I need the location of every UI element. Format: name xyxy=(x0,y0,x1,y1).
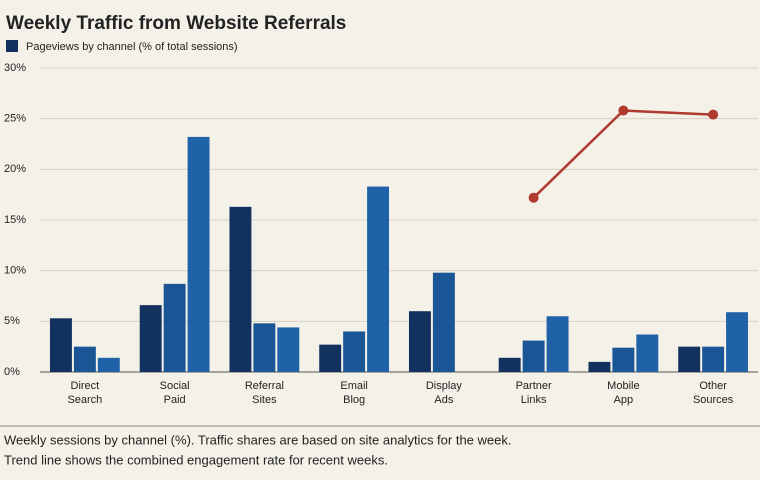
footnote: Trend line shows the combined engagement… xyxy=(4,452,388,467)
bar xyxy=(546,316,569,372)
bar xyxy=(702,346,725,372)
x-tick-label: Social xyxy=(160,380,190,392)
x-tick-label: Display xyxy=(426,380,463,392)
x-tick-label: Ads xyxy=(434,394,453,406)
y-tick-label: 10% xyxy=(4,265,26,277)
legend-swatch xyxy=(6,40,18,52)
bar xyxy=(73,346,96,372)
x-tick-label: Referral xyxy=(245,380,284,392)
bar xyxy=(343,331,366,372)
trend-point xyxy=(528,192,539,203)
bar xyxy=(498,357,521,372)
bar xyxy=(319,344,342,372)
bar xyxy=(229,206,252,372)
x-tick-label: Email xyxy=(340,380,368,392)
bar xyxy=(163,283,186,372)
x-tick-label: Mobile xyxy=(607,380,639,392)
bar xyxy=(367,186,390,372)
bar xyxy=(139,305,162,372)
x-tick-label: Sites xyxy=(252,394,277,406)
x-tick-label: Other xyxy=(699,380,727,392)
y-tick-label: 30% xyxy=(4,62,26,74)
x-tick-label: Search xyxy=(67,394,102,406)
bar xyxy=(612,347,635,372)
x-tick-label: Paid xyxy=(164,394,186,406)
x-tick-label: Blog xyxy=(343,394,365,406)
bar xyxy=(253,323,276,372)
bar xyxy=(522,340,545,372)
x-tick-label: Direct xyxy=(71,380,100,392)
bar xyxy=(49,318,72,372)
bar xyxy=(678,346,701,372)
bar xyxy=(588,361,611,372)
bar xyxy=(408,311,431,372)
bar xyxy=(726,312,749,372)
footnote: Weekly sessions by channel (%). Traffic … xyxy=(4,432,511,447)
y-tick-label: 15% xyxy=(4,214,26,226)
y-tick-label: 5% xyxy=(4,315,20,327)
x-tick-label: Sources xyxy=(693,394,734,406)
y-tick-label: 25% xyxy=(4,113,26,125)
legend-label: Pageviews by channel (% of total session… xyxy=(26,41,238,53)
trend-point xyxy=(708,109,719,120)
chart-title: Weekly Traffic from Website Referrals xyxy=(6,13,346,34)
bar xyxy=(277,327,300,372)
bar xyxy=(432,272,455,372)
x-tick-label: Partner xyxy=(516,380,552,392)
bar xyxy=(187,136,210,372)
y-tick-label: 20% xyxy=(4,163,26,175)
trend-point xyxy=(618,105,629,116)
bar xyxy=(97,357,120,372)
bar xyxy=(636,334,659,372)
y-tick-label: 0% xyxy=(4,366,20,378)
x-tick-label: Links xyxy=(521,394,547,406)
x-tick-label: App xyxy=(614,394,634,406)
